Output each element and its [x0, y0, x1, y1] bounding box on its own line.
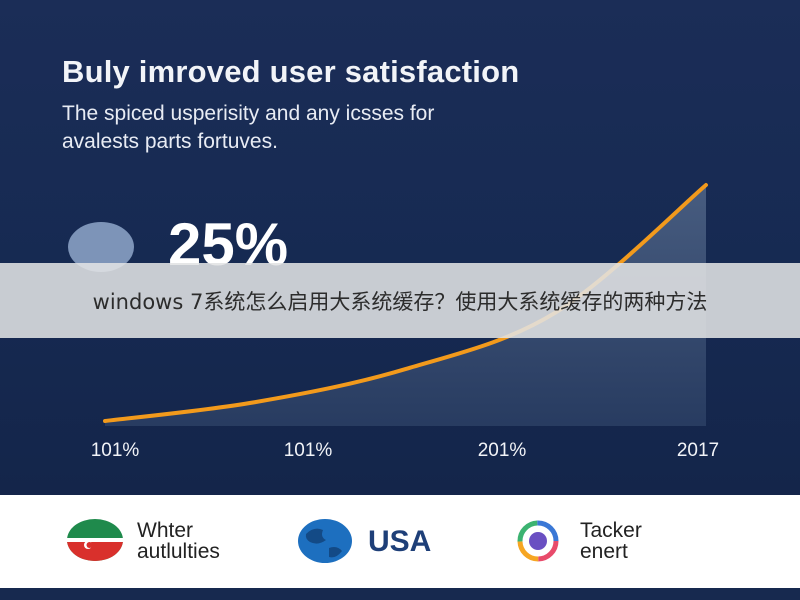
x-tick-label: 101% — [90, 440, 140, 461]
logo-1-line-2: autlulties — [137, 540, 220, 563]
logo-text-3: Tacker enert — [580, 520, 642, 562]
x-tick-label: 201% — [477, 440, 527, 461]
caption-text: windows 7系统怎么启用大系统缓存？使用大系统缓存的两种方法 — [92, 289, 708, 314]
logo-text-1: Whter autlulties — [137, 520, 220, 562]
flag-circle-icon — [67, 519, 123, 561]
logo-3-line-2: enert — [580, 540, 628, 563]
chart-title: Buly imroved user satisfaction — [62, 54, 520, 89]
caption-overlay: windows 7系统怎么启用大系统缓存？使用大系统缓存的两种方法 — [0, 263, 800, 338]
subtitle-line-2: avalests parts fortuves. — [62, 130, 278, 153]
growth-chart — [103, 183, 708, 426]
bottom-strip — [0, 588, 800, 600]
x-tick-label: 101% — [283, 440, 333, 461]
x-tick-label: 2017 — [676, 440, 720, 461]
globe-icon — [298, 519, 352, 563]
growth-area — [105, 185, 706, 426]
logo-1-line-1: Whter — [137, 519, 194, 542]
subtitle-line-1: The spiced usperisity and any icsses for — [62, 102, 435, 125]
logo-usa-text: USA — [368, 525, 432, 558]
logo-3-line-1: Tacker — [580, 519, 642, 542]
chart-subtitle: The spiced usperisity and any icsses for… — [62, 100, 622, 156]
color-ring-icon — [517, 520, 559, 562]
logo-footer — [0, 495, 800, 600]
